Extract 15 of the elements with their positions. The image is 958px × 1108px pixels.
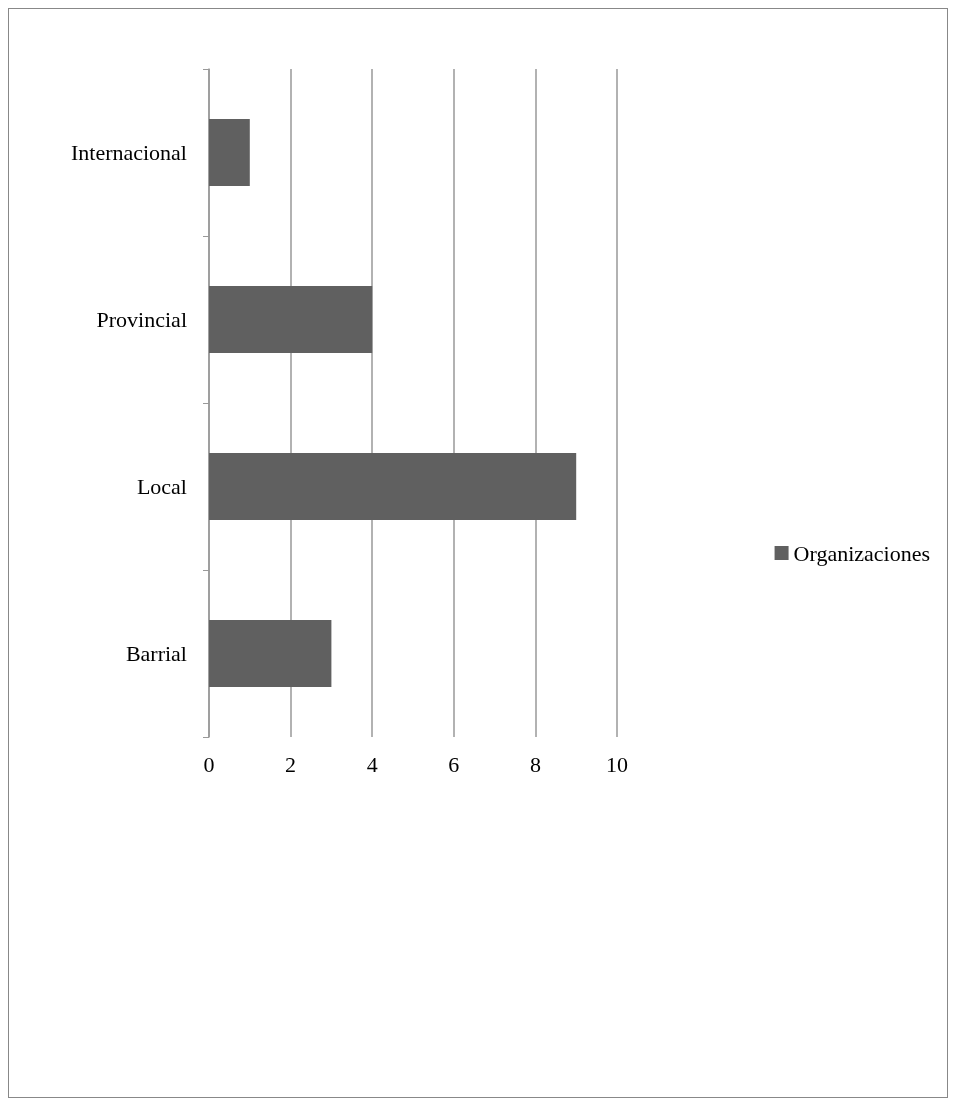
x-tick-label: 0 — [203, 751, 215, 777]
y-tick-label: Local — [136, 474, 187, 499]
x-tick-label: 8 — [529, 751, 541, 777]
x-tick-label: 10 — [606, 751, 628, 777]
bar — [209, 286, 373, 353]
y-tick-label: Barrial — [125, 641, 187, 666]
bar — [209, 453, 577, 520]
y-tick-label: Internacional — [70, 140, 187, 165]
x-tick-label: 6 — [448, 751, 460, 777]
legend-label: Organizaciones — [793, 540, 931, 566]
y-tick-label: Provincial — [96, 307, 187, 332]
bar — [209, 119, 250, 186]
bar — [209, 620, 332, 687]
x-tick-label: 4 — [366, 751, 378, 777]
x-tick-label: 2 — [285, 751, 297, 777]
